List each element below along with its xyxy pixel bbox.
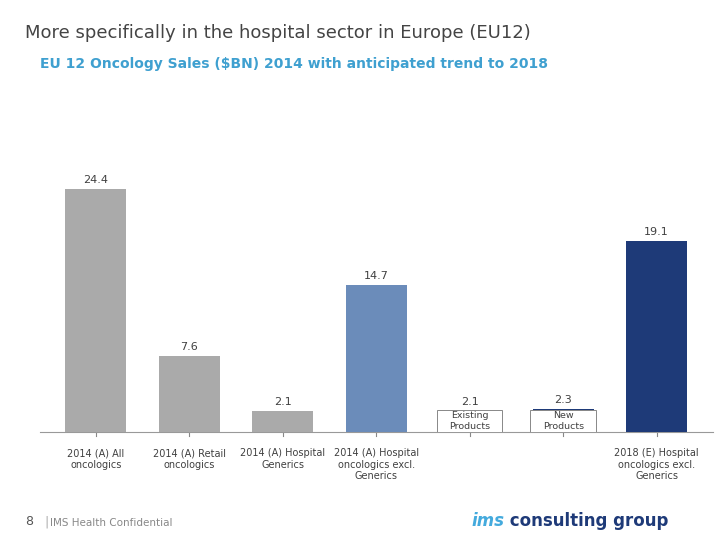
- Text: 14.7: 14.7: [364, 272, 389, 281]
- Text: 2.1: 2.1: [274, 397, 292, 407]
- Text: 2014 (A) Hospital
oncologics excl.
Generics: 2014 (A) Hospital oncologics excl. Gener…: [333, 448, 419, 481]
- Bar: [346, 285, 407, 432]
- Text: 8: 8: [25, 515, 33, 528]
- Text: IMS Health Confidential: IMS Health Confidential: [50, 518, 173, 528]
- Text: 7.6: 7.6: [180, 342, 198, 352]
- Bar: [531, 410, 596, 432]
- Text: 2018 (E) Hospital
oncologics excl.
Generics: 2018 (E) Hospital oncologics excl. Gener…: [614, 448, 699, 481]
- Text: 2014 (A) All
oncologics: 2014 (A) All oncologics: [67, 448, 125, 470]
- Text: More specifically in the hospital sector in Europe (EU12): More specifically in the hospital sector…: [25, 24, 531, 42]
- Bar: [66, 188, 126, 432]
- Text: EU 12 Oncology Sales ($BN) 2014 with anticipated trend to 2018: EU 12 Oncology Sales ($BN) 2014 with ant…: [40, 57, 548, 71]
- Text: ims: ims: [472, 512, 505, 530]
- Text: 2014 (A) Hospital
Generics: 2014 (A) Hospital Generics: [240, 448, 325, 470]
- Text: 2.3: 2.3: [554, 395, 572, 405]
- Bar: [439, 411, 500, 432]
- Text: New
Products: New Products: [543, 411, 584, 431]
- Bar: [159, 356, 220, 432]
- Text: Existing
Products: Existing Products: [449, 411, 490, 431]
- Text: 19.1: 19.1: [644, 227, 669, 238]
- Bar: [626, 241, 687, 432]
- Bar: [533, 409, 593, 432]
- Text: 24.4: 24.4: [84, 174, 108, 185]
- Text: 2014 (A) Retail
oncologics: 2014 (A) Retail oncologics: [153, 448, 225, 470]
- Bar: [437, 410, 503, 432]
- Bar: [252, 411, 313, 432]
- Text: 2.1: 2.1: [461, 397, 479, 407]
- Text: |: |: [45, 515, 49, 528]
- Text: consulting group: consulting group: [504, 512, 668, 530]
